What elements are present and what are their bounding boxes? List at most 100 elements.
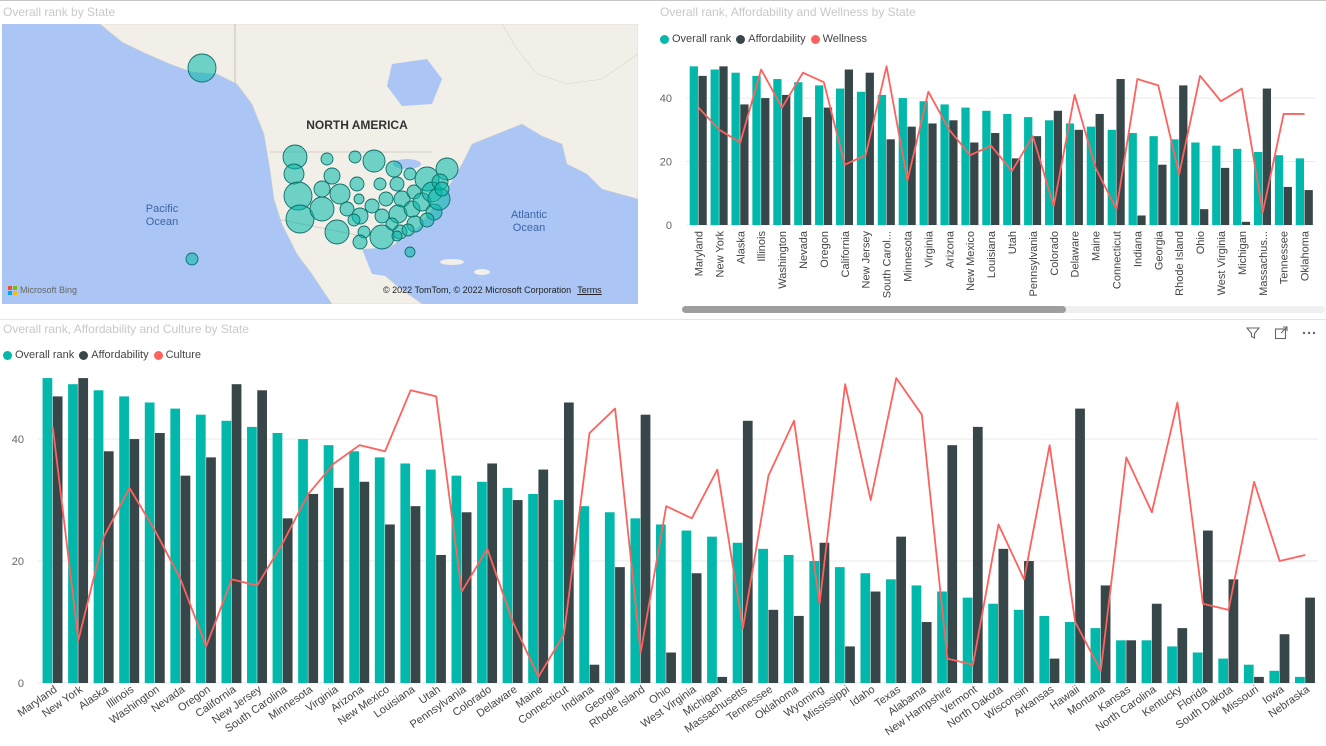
bar-affordability (823, 107, 833, 225)
bar-affordability (886, 139, 895, 225)
bar-affordability (972, 426, 983, 683)
bar-overall-rank (940, 104, 949, 225)
legend-overall-rank[interactable]: Overall rank (660, 33, 731, 45)
more-options-icon[interactable] (1300, 325, 1318, 341)
bar-overall-rank (1107, 129, 1116, 225)
bar-overall-rank (794, 82, 803, 225)
bar-overall-rank (1170, 139, 1179, 225)
bing-logo-block: Microsoft Bing (8, 285, 77, 295)
bar-overall-rank (1294, 676, 1305, 683)
state-bubble (324, 219, 350, 245)
state-bubble (285, 204, 315, 234)
filter-icon[interactable] (1244, 325, 1262, 341)
map-canvas[interactable]: NORTH AMERICA Pacific Ocean Atlantic Ocean (2, 24, 638, 304)
bar-affordability (768, 609, 779, 683)
bar-affordability (1151, 603, 1162, 683)
x-tick-label: New York (714, 231, 726, 278)
x-tick-label: Oregon (819, 231, 831, 268)
y-tick-label: 0 (18, 678, 24, 690)
bar-affordability (1262, 88, 1272, 225)
chart1-title: Overall rank, Affordability and Wellness… (660, 5, 916, 19)
state-bubble (320, 152, 334, 166)
bar-overall-rank (1064, 622, 1075, 683)
scrollbar-thumb[interactable] (682, 306, 1066, 313)
bar-affordability (921, 622, 932, 683)
focus-mode-icon[interactable] (1272, 325, 1290, 341)
terms-link[interactable]: Terms (577, 285, 602, 295)
bar-overall-rank (1116, 640, 1126, 683)
map-bubbles[interactable] (185, 53, 459, 266)
bar-overall-rank (477, 481, 487, 683)
bar-overall-rank (1269, 670, 1280, 683)
bar-overall-rank (42, 378, 53, 683)
bar-affordability (698, 75, 707, 225)
bar-overall-rank (1191, 142, 1200, 225)
legend-affordability[interactable]: Affordability (736, 33, 806, 45)
bar-affordability (1053, 110, 1063, 225)
chart1-plot[interactable]: 0 20 40 Maryland New York Alaska Illinois Washi… (655, 48, 1325, 306)
bar-overall-rank (710, 69, 719, 225)
bar-affordability (742, 420, 753, 683)
bar-affordability (563, 402, 574, 683)
state-bubble (391, 230, 403, 242)
state-bubble (385, 160, 403, 178)
bar-affordability (1202, 530, 1213, 683)
bar-affordability (947, 445, 958, 683)
bar-affordability (896, 536, 906, 683)
bar-overall-rank (349, 451, 359, 683)
chart1-scrollbar[interactable] (682, 306, 1325, 313)
bar-affordability (1220, 167, 1230, 225)
bar-overall-rank (119, 396, 129, 683)
map-visual[interactable]: NORTH AMERICA Pacific Ocean Atlantic Ocean… (2, 24, 638, 304)
legend-label: Affordability (91, 349, 149, 361)
bar-affordability (206, 457, 216, 683)
bar-affordability (1305, 597, 1315, 683)
bar-overall-rank (773, 79, 782, 226)
bar-overall-rank (1141, 640, 1152, 683)
hudson-bay (387, 59, 442, 106)
bar-overall-rank (1090, 628, 1101, 683)
bar-affordability (129, 439, 140, 683)
state-bubble (353, 193, 365, 205)
legend-affordability[interactable]: Affordability (79, 349, 149, 361)
bar-affordability (1024, 561, 1034, 683)
bar-affordability (1241, 221, 1251, 225)
x-tick-label: California (840, 230, 852, 277)
label-line: Ocean (513, 222, 545, 234)
bar-overall-rank (221, 420, 232, 683)
bar-affordability (385, 524, 395, 683)
bar-overall-rank (731, 72, 740, 225)
bar-overall-rank (962, 597, 973, 683)
bar-overall-rank (579, 506, 590, 683)
bar-overall-rank (815, 85, 824, 225)
bar-overall-rank (809, 561, 820, 683)
legend-culture[interactable]: Culture (153, 349, 201, 361)
legend-label: Overall rank (15, 349, 75, 361)
legend-dot-icon (660, 34, 669, 44)
label-line: Pacific (146, 203, 179, 215)
chart1-legend: Overall rank Affordability Wellness (660, 33, 872, 45)
bar-affordability (589, 664, 600, 683)
bar-affordability (1158, 164, 1167, 225)
x-tick-label: Oklahoma (1300, 230, 1312, 281)
legend-overall-rank[interactable]: Overall rank (3, 349, 74, 361)
bar-affordability (1032, 136, 1042, 225)
y-tick-label: 40 (660, 93, 672, 105)
state-bubble (348, 150, 362, 164)
bar-overall-rank (1274, 155, 1284, 225)
bar-affordability (782, 94, 791, 226)
x-tick-label: Minnesota (902, 230, 914, 282)
x-tick-label: Maryland (693, 231, 705, 276)
bar-overall-rank (298, 439, 308, 683)
bar-overall-rank (502, 487, 513, 683)
bar-affordability (740, 104, 749, 225)
x-tick-label: Colorado (1049, 231, 1061, 276)
bar-affordability (333, 487, 344, 683)
x-tick-label: Nevada (798, 230, 810, 269)
legend-wellness[interactable]: Wellness (810, 33, 867, 45)
state-bubble (187, 53, 217, 83)
bar-overall-rank (681, 530, 692, 683)
label-pacific-ocean: Pacific Ocean (146, 203, 179, 228)
bar-overall-rank (1065, 123, 1075, 225)
